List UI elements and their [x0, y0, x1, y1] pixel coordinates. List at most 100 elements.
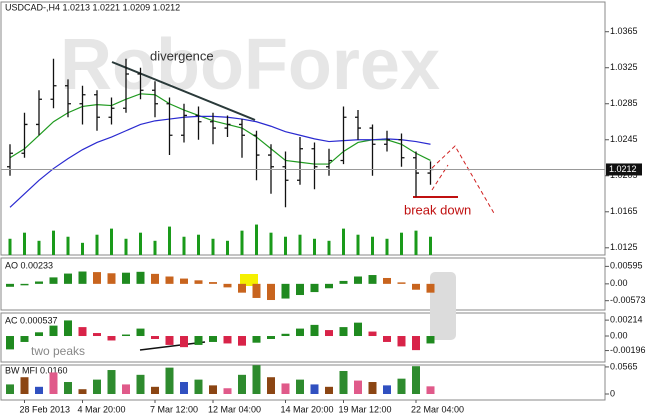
- mfi-panel: [0, 364, 606, 401]
- histogram-bar: [412, 336, 420, 351]
- volume-bar: [240, 230, 244, 255]
- histogram-bar: [223, 283, 232, 288]
- histogram-bar: [35, 281, 43, 284]
- volume-bar: [226, 240, 229, 255]
- y-tick-label: 1.0365: [610, 26, 638, 36]
- histogram-bar: [6, 384, 14, 394]
- histogram-bar: [107, 370, 116, 394]
- ohlc-bar: [181, 103, 187, 143]
- histogram-bar: [339, 280, 348, 284]
- annotation: divergence: [150, 48, 214, 63]
- annotation: break down: [404, 202, 471, 217]
- ohlc-bar: [166, 97, 173, 156]
- histogram-bar: [354, 276, 362, 284]
- watermark: RoboForex: [60, 25, 440, 105]
- histogram-bar: [209, 282, 217, 284]
- ohlc-bar: [210, 112, 216, 145]
- histogram-bar: [310, 283, 319, 293]
- histogram-bar: [93, 272, 101, 284]
- histogram-bar: [252, 336, 261, 343]
- volume-bar: [356, 234, 360, 255]
- histogram-bar: [267, 377, 275, 394]
- histogram-bar: [325, 283, 333, 289]
- x-tick-label: 4 Mar 20:00: [78, 404, 126, 414]
- ohlc-bar: [224, 115, 231, 138]
- histogram-bar: [151, 273, 159, 284]
- histogram-bar: [49, 277, 58, 284]
- histogram-bar: [64, 320, 72, 337]
- histogram-bar: [20, 283, 29, 286]
- histogram-bar: [296, 328, 304, 337]
- volume-bar: [284, 236, 287, 255]
- indicator-title: BW MFI 0.0160: [5, 365, 68, 375]
- ohlc-bar: [384, 130, 390, 152]
- histogram-bar: [122, 334, 130, 337]
- ohlc-bar: [239, 119, 245, 158]
- histogram-bar: [136, 271, 145, 284]
- histogram-bar: [267, 283, 275, 301]
- histogram-bar: [325, 330, 333, 337]
- histogram-bar: [78, 271, 87, 284]
- forecast-path: [431, 145, 496, 216]
- histogram-bar: [78, 327, 87, 337]
- volume-bar: [23, 232, 26, 255]
- volume-bar: [298, 234, 302, 255]
- histogram-bar: [426, 386, 435, 394]
- histogram-bar: [35, 332, 43, 337]
- histogram-bar: [136, 374, 145, 394]
- histogram-bar: [194, 336, 203, 345]
- ohlc-bar: [152, 81, 158, 118]
- y-tick-label: 0.00595: [610, 261, 643, 271]
- histogram-bar: [412, 283, 420, 290]
- histogram-bar: [151, 336, 159, 339]
- volume-bar: [211, 238, 215, 255]
- ohlc-bar: [137, 67, 144, 100]
- histogram-bar: [354, 322, 362, 337]
- x-tick-label: 19 Mar 12:00: [339, 404, 392, 414]
- x-tick-label: 7 Mar 12:00: [150, 404, 198, 414]
- ohlc-bar: [355, 110, 361, 140]
- ohlc-bar: [7, 144, 13, 176]
- x-tick-label: 28 Feb 2013: [20, 404, 71, 414]
- histogram-bar: [296, 283, 304, 296]
- histogram-bar: [209, 385, 217, 394]
- volume-bar: [139, 232, 142, 255]
- histogram-bar: [209, 336, 217, 342]
- y-tick-label: 1.0325: [610, 62, 638, 72]
- volume-bar: [8, 238, 12, 255]
- y-tick-label: 1.0125: [610, 242, 638, 252]
- histogram-bar: [252, 283, 261, 298]
- histogram-bar: [397, 378, 406, 394]
- histogram-bar: [194, 280, 203, 284]
- ohlc-bar: [36, 90, 42, 136]
- y-tick-label: 0.00: [610, 278, 628, 288]
- volume-bar: [255, 224, 258, 255]
- annotation: two peaks: [31, 344, 85, 358]
- histogram-bar: [20, 336, 29, 342]
- histogram-bar: [325, 386, 333, 394]
- histogram-bar: [296, 379, 304, 394]
- ohlc-bar: [94, 90, 100, 131]
- histogram-bar: [6, 283, 14, 287]
- histogram-bar: [281, 283, 290, 299]
- price-tag: [606, 163, 642, 176]
- histogram-bar: [426, 283, 435, 293]
- divergence-line: [111, 61, 256, 121]
- indicator-title: AO 0.00233: [5, 260, 53, 270]
- histogram-bar: [180, 382, 188, 394]
- histogram-bar: [383, 385, 391, 394]
- histogram-bar: [194, 379, 203, 394]
- ohlc-bar: [340, 106, 347, 165]
- volume-bar: [429, 236, 432, 255]
- volume-bar: [371, 236, 374, 255]
- histogram-bar: [397, 282, 406, 284]
- histogram-bar: [107, 273, 116, 284]
- ohlc-bar: [253, 130, 260, 181]
- histogram-bar: [281, 383, 290, 394]
- ohlc-bar: [311, 142, 318, 190]
- y-tick-label: -0.00573: [610, 295, 646, 305]
- histogram-bar: [339, 327, 348, 337]
- ohlc-bar: [326, 148, 332, 176]
- highlight-zone: [430, 272, 456, 340]
- histogram-bar: [122, 272, 130, 284]
